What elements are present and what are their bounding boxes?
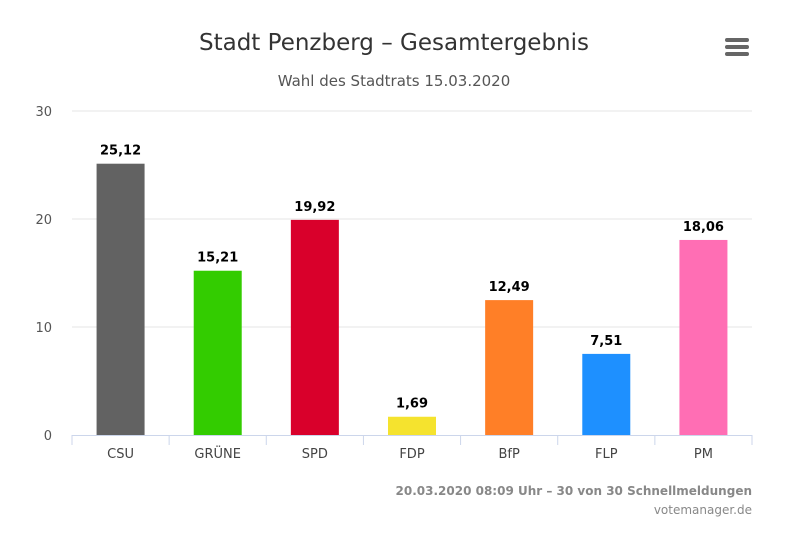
bar-flp[interactable] [582, 353, 631, 435]
chart-subtitle: Wahl des Stadtrats 15.03.2020 [277, 72, 511, 90]
bar-pm[interactable] [679, 239, 728, 435]
x-tick-label: FDP [399, 447, 424, 462]
y-tick-label: 30 [35, 105, 52, 120]
data-label: 15,21 [197, 251, 238, 266]
grid-lines [72, 110, 752, 328]
x-tick-label: SPD [302, 447, 328, 462]
y-axis: 0 10 20 30 [35, 105, 52, 444]
data-label: 19,92 [294, 200, 335, 215]
data-label: 25,12 [100, 144, 141, 159]
x-tick-label: GRÜNE [194, 445, 241, 462]
data-label: 1,69 [396, 397, 428, 412]
chart-title: Stadt Penzberg – Gesamtergebnis [199, 30, 589, 56]
menu-line [725, 38, 749, 42]
menu-line [725, 52, 749, 56]
bar-grüne[interactable] [193, 270, 242, 435]
data-label: 18,06 [683, 220, 724, 235]
bar-bfp[interactable] [485, 300, 534, 435]
x-tick-label: BfP [498, 447, 519, 462]
y-tick-label: 0 [44, 429, 52, 444]
bar-spd[interactable] [290, 219, 339, 435]
data-label: 12,49 [489, 280, 530, 295]
y-tick-label: 20 [35, 213, 52, 228]
footer-source-link[interactable]: votemanager.de [653, 503, 752, 517]
bar-csu[interactable] [96, 163, 145, 436]
menu-line [725, 45, 749, 49]
data-label: 7,51 [590, 334, 622, 349]
x-tick-label: CSU [107, 447, 134, 462]
bar-fdp[interactable] [388, 416, 436, 435]
hamburger-menu-icon[interactable] [725, 38, 749, 60]
y-tick-label: 10 [35, 321, 52, 336]
x-axis: CSU GRÜNE SPD FDP BfP FLP PM [71, 435, 753, 462]
x-tick-label: FLP [595, 447, 618, 462]
bars [96, 163, 728, 436]
x-tick-label: PM [694, 447, 713, 462]
data-labels: 25,12 15,21 19,92 1,69 12,49 7,51 18,06 [100, 144, 724, 412]
footer-timestamp: 20.03.2020 08:09 Uhr – 30 von 30 Schnell… [395, 484, 752, 498]
